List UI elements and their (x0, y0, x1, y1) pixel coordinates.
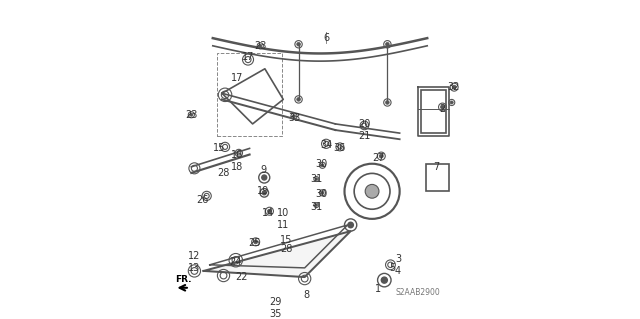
Text: 6: 6 (323, 33, 329, 43)
Text: 32: 32 (447, 82, 460, 92)
Circle shape (262, 175, 267, 180)
Text: 30: 30 (316, 189, 328, 199)
Circle shape (321, 191, 324, 194)
Text: 23: 23 (185, 110, 198, 120)
Circle shape (380, 154, 383, 158)
Circle shape (315, 204, 317, 206)
Text: 25: 25 (248, 238, 260, 249)
Text: 27: 27 (372, 152, 385, 163)
Text: 1: 1 (375, 284, 381, 294)
Text: 19: 19 (257, 186, 269, 196)
Circle shape (348, 222, 353, 228)
Text: 10: 10 (277, 208, 289, 218)
Text: 31: 31 (311, 202, 323, 211)
Text: 29: 29 (269, 297, 282, 307)
Text: 8: 8 (303, 290, 309, 300)
Circle shape (315, 178, 317, 180)
Text: 21: 21 (358, 131, 371, 141)
Text: 18: 18 (231, 162, 243, 172)
Circle shape (450, 101, 453, 104)
Text: 17: 17 (242, 52, 254, 62)
Text: 14: 14 (262, 208, 274, 218)
Text: 4: 4 (395, 266, 401, 276)
Text: 36: 36 (334, 144, 346, 153)
Circle shape (385, 100, 389, 104)
Circle shape (297, 98, 300, 101)
Text: 3: 3 (395, 254, 401, 264)
Text: 7: 7 (433, 162, 440, 172)
Circle shape (190, 113, 193, 116)
Text: 20: 20 (358, 119, 371, 129)
Circle shape (321, 164, 324, 167)
Text: 22: 22 (236, 272, 248, 282)
Text: 5: 5 (389, 263, 395, 273)
Text: 28: 28 (280, 244, 292, 255)
Circle shape (259, 44, 262, 47)
Text: 17: 17 (231, 73, 243, 83)
Circle shape (268, 209, 271, 213)
Text: S2AAB2900: S2AAB2900 (396, 288, 440, 297)
Text: 2: 2 (440, 104, 445, 114)
Circle shape (253, 240, 258, 244)
Text: 12: 12 (188, 251, 200, 261)
Text: 28: 28 (218, 168, 230, 178)
Text: 15: 15 (280, 235, 292, 245)
Bar (218, 54, 282, 136)
Text: 30: 30 (316, 159, 328, 169)
Text: 31: 31 (311, 174, 323, 184)
Text: 15: 15 (212, 144, 225, 153)
Circle shape (297, 42, 300, 46)
Text: 11: 11 (277, 220, 289, 230)
Circle shape (385, 42, 389, 46)
Text: 34: 34 (320, 140, 332, 150)
Text: 23: 23 (254, 41, 266, 51)
Text: 26: 26 (196, 196, 208, 205)
Bar (421, 90, 445, 133)
Bar (426, 164, 449, 191)
Text: 24: 24 (230, 257, 242, 267)
Polygon shape (204, 231, 351, 277)
Circle shape (365, 184, 379, 198)
Circle shape (292, 115, 296, 118)
Text: 33: 33 (288, 113, 300, 123)
Circle shape (452, 85, 456, 89)
Text: 35: 35 (269, 309, 282, 319)
Circle shape (440, 105, 445, 109)
Text: FR.: FR. (175, 275, 192, 284)
Text: 9: 9 (260, 165, 266, 175)
Circle shape (262, 191, 266, 195)
Circle shape (381, 277, 387, 283)
Text: 16: 16 (231, 150, 243, 160)
Text: 13: 13 (188, 263, 200, 273)
